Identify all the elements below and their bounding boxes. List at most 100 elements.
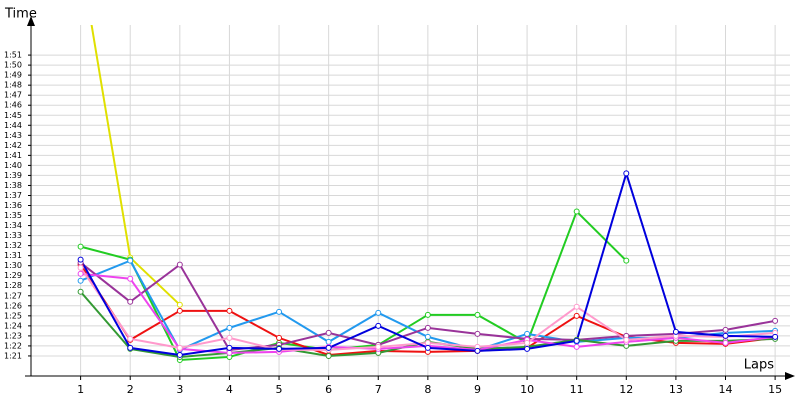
data-point — [77, 256, 84, 263]
y-tick-label: 1:22 — [4, 341, 22, 350]
data-point — [325, 344, 332, 351]
y-tick-label: 1:38 — [4, 181, 22, 190]
data-point — [672, 328, 679, 335]
data-point — [77, 277, 84, 284]
y-tick-label: 1:26 — [4, 301, 22, 310]
y-tick-label: 1:29 — [4, 271, 22, 280]
data-point — [77, 243, 84, 250]
data-point — [424, 339, 431, 346]
data-point — [524, 345, 531, 352]
data-point — [573, 343, 580, 350]
y-tick-label: 1:49 — [4, 71, 22, 80]
data-point — [176, 351, 183, 358]
y-tick-label: 1:28 — [4, 281, 22, 290]
data-point — [573, 208, 580, 215]
y-tick-label: 1:24 — [4, 321, 22, 330]
y-tick-label: 1:35 — [4, 211, 22, 220]
data-point — [524, 339, 531, 346]
data-point — [226, 307, 233, 314]
data-point — [127, 335, 134, 342]
x-tick-label: 11 — [570, 383, 584, 396]
y-tick-label: 1:33 — [4, 231, 22, 240]
data-point — [424, 333, 431, 340]
y-tick-label: 1:27 — [4, 291, 22, 300]
y-tick-label: 1:23 — [4, 331, 22, 340]
y-tick-label: 1:34 — [4, 221, 22, 230]
x-tick-label: 7 — [375, 383, 382, 396]
y-tick-label: 1:30 — [4, 261, 22, 270]
data-point — [375, 322, 382, 329]
y-tick-label: 1:50 — [4, 61, 22, 70]
x-tick-label: 6 — [325, 383, 332, 396]
y-tick-label: 1:25 — [4, 311, 22, 320]
x-axis-title: Laps — [744, 358, 774, 373]
data-point — [77, 288, 84, 295]
y-tick-label: 1:21 — [4, 351, 22, 360]
y-axis-arrow — [27, 16, 35, 26]
data-point — [226, 334, 233, 341]
x-tick-label: 1 — [77, 383, 84, 396]
data-point — [276, 308, 283, 315]
y-tick-label: 1:41 — [4, 151, 22, 160]
x-tick-label: 9 — [474, 383, 481, 396]
data-point — [127, 298, 134, 305]
data-point — [176, 261, 183, 268]
data-point — [573, 337, 580, 344]
data-point — [176, 344, 183, 351]
data-point — [127, 275, 134, 282]
data-point — [573, 303, 580, 310]
data-point — [623, 336, 630, 343]
x-tick-label: 10 — [520, 383, 534, 396]
data-point — [375, 343, 382, 350]
y-tick-label: 1:51 — [4, 51, 22, 60]
data-point — [474, 311, 481, 318]
y-tick-label: 1:31 — [4, 251, 22, 260]
x-tick-label: 3 — [176, 383, 183, 396]
data-point — [176, 307, 183, 314]
x-tick-label: 15 — [768, 383, 782, 396]
data-point — [424, 344, 431, 351]
y-axis-title: Time — [4, 7, 37, 22]
y-tick-label: 1:37 — [4, 191, 22, 200]
data-point — [772, 333, 779, 340]
x-tick-label: 8 — [424, 383, 431, 396]
y-tick-label: 1:39 — [4, 171, 22, 180]
x-tick-label: 2 — [127, 383, 134, 396]
y-tick-label: 1:45 — [4, 111, 22, 120]
data-point — [226, 324, 233, 331]
data-point — [722, 326, 729, 333]
data-point — [226, 344, 233, 351]
data-point — [276, 345, 283, 352]
data-point — [772, 317, 779, 324]
data-point — [325, 352, 332, 359]
x-tick-label: 5 — [276, 383, 283, 396]
x-tick-label: 4 — [226, 383, 233, 396]
y-tick-label: 1:42 — [4, 141, 22, 150]
y-tick-label: 1:48 — [4, 81, 22, 90]
data-point — [474, 330, 481, 337]
data-point — [524, 330, 531, 337]
data-point — [722, 339, 729, 346]
data-point — [77, 264, 84, 271]
data-point — [722, 332, 729, 339]
data-point — [623, 170, 630, 177]
y-tick-label: 1:47 — [4, 91, 22, 100]
data-point — [424, 311, 431, 318]
data-point — [77, 270, 84, 277]
x-axis-arrow — [785, 372, 795, 380]
plot-area — [77, 25, 779, 363]
data-point — [325, 338, 332, 345]
data-point — [325, 329, 332, 336]
x-tick-label: 12 — [619, 383, 633, 396]
y-tick-label: 1:46 — [4, 101, 22, 110]
data-point — [424, 324, 431, 331]
y-tick-label: 1:44 — [4, 121, 22, 130]
data-point — [127, 344, 134, 351]
data-point — [127, 257, 134, 264]
data-point — [623, 257, 630, 264]
y-tick-label: 1:32 — [4, 241, 22, 250]
y-tick-label: 1:36 — [4, 201, 22, 210]
x-tick-label: 14 — [719, 383, 733, 396]
